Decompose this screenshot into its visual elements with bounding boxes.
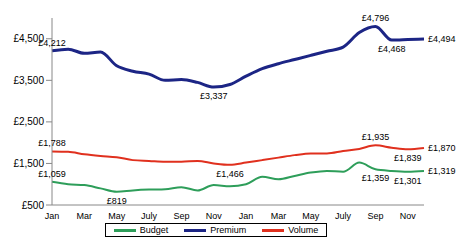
svg-text:£3,337: £3,337 <box>200 91 228 101</box>
svg-text:Sep: Sep <box>367 211 383 221</box>
svg-text:£819: £819 <box>107 196 127 206</box>
svg-text:£4,494: £4,494 <box>428 34 456 44</box>
html-text:Volume: Volume <box>288 225 319 235</box>
html-text:Premium: Premium <box>210 225 247 235</box>
svg-text:Nov: Nov <box>206 211 223 221</box>
svg-text:£1,359: £1,359 <box>362 173 390 183</box>
svg-text:£1,301: £1,301 <box>394 176 422 186</box>
svg-text:Nov: Nov <box>400 211 417 221</box>
svg-text:£1,839: £1,839 <box>394 153 422 163</box>
svg-text:May: May <box>302 211 320 221</box>
svg-text:£1,935: £1,935 <box>362 132 390 142</box>
svg-text:£1,466: £1,466 <box>216 169 244 179</box>
svg-text:Mar: Mar <box>271 211 287 221</box>
svg-text:£1,059: £1,059 <box>38 169 66 179</box>
svg-text:£4,500: £4,500 <box>13 33 44 45</box>
svg-text:£2,500: £2,500 <box>13 116 44 127</box>
svg-text:£1,788: £1,788 <box>38 138 66 148</box>
svg-text:Jan: Jan <box>239 211 254 221</box>
svg-text:£3,500: £3,500 <box>13 75 44 86</box>
svg-text:£4,796: £4,796 <box>362 13 390 23</box>
svg-text:£4,212: £4,212 <box>38 38 66 48</box>
svg-text:Mar: Mar <box>77 211 93 221</box>
html-text:Budget: Budget <box>139 225 169 235</box>
svg-text:Jan: Jan <box>45 211 60 221</box>
svg-text:May: May <box>108 211 126 221</box>
svg-text:£1,500: £1,500 <box>13 158 44 169</box>
svg-text:Sep: Sep <box>173 211 189 221</box>
svg-text:£500: £500 <box>22 200 45 211</box>
svg-text:July: July <box>335 211 352 221</box>
svg-text:£1,319: £1,319 <box>428 166 456 176</box>
svg-text:£1,870: £1,870 <box>428 143 456 153</box>
svg-text:July: July <box>141 211 158 221</box>
svg-text:£4,468: £4,468 <box>378 44 406 54</box>
